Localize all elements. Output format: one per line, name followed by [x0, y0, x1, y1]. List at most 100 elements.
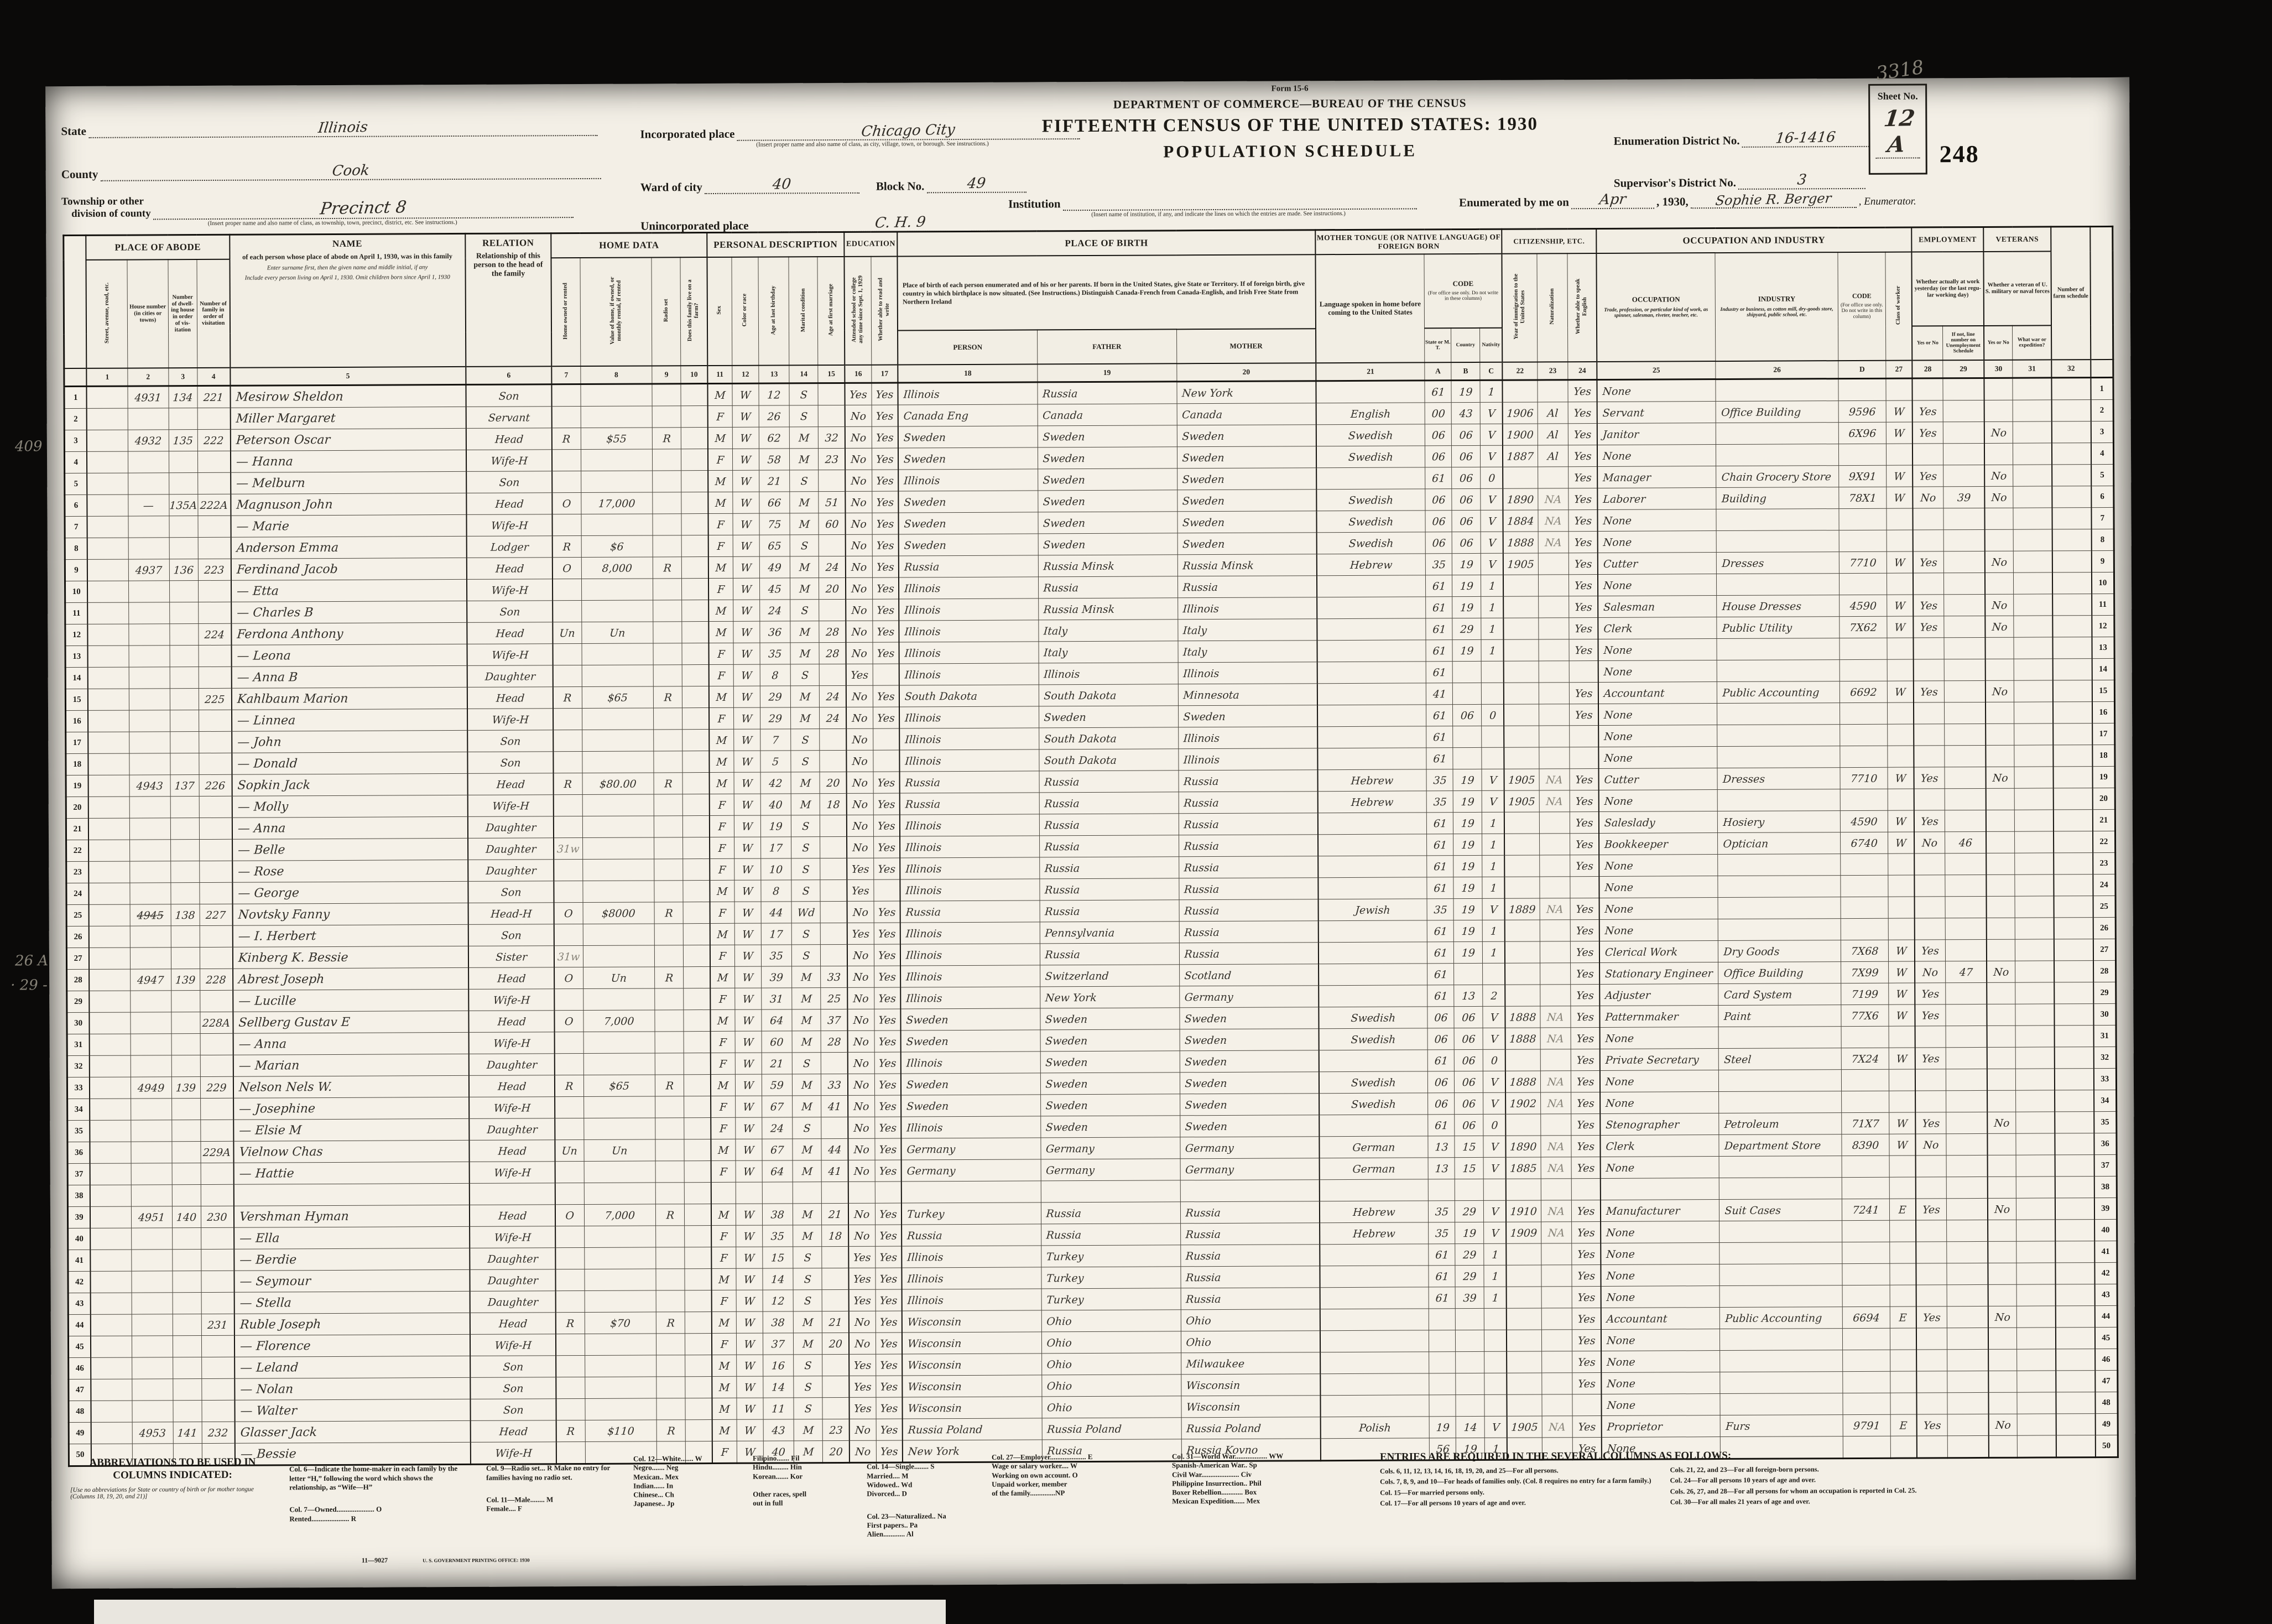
cell-code_a: 61 — [1425, 747, 1454, 769]
cell-home_value — [582, 858, 655, 881]
cell-speaks_english: Yes — [1569, 811, 1599, 834]
cell-home_value — [580, 470, 654, 493]
cell-marital: M — [792, 1138, 822, 1160]
cell-school: No — [847, 1052, 876, 1074]
cell-immigration_year: 1905 — [1503, 768, 1540, 791]
cell-sex: M — [710, 1139, 737, 1161]
cell-radio: R — [656, 1419, 686, 1441]
cell-house_number — [130, 1141, 173, 1164]
col-25-header: OCCUPATION Trade, profession, or particu… — [1596, 253, 1716, 362]
film-edge-sliver — [94, 1600, 946, 1624]
cell-code_d — [1842, 1328, 1891, 1350]
cell-unemployment_line — [1946, 1177, 1989, 1199]
cell-house_number — [128, 688, 171, 711]
cell-father_birthplace: Ohio — [1041, 1374, 1182, 1397]
cell-speaks_english: Yes — [1570, 1092, 1601, 1114]
cell-school: Yes — [846, 858, 874, 880]
cell-code_d: 7X99 — [1840, 961, 1889, 983]
abbreviations-note: [Use no abbreviations for State or count… — [70, 1486, 254, 1500]
cell-code_d: 78X1 — [1838, 487, 1887, 509]
cell-farm — [684, 1355, 713, 1377]
line-number: 45 — [2094, 1327, 2118, 1349]
cell-veteran — [1985, 745, 2015, 767]
cell-worker_class — [1885, 573, 1914, 595]
cell-color_race: W — [732, 600, 760, 622]
cell-dwelling_number — [172, 1357, 202, 1379]
cell-family_number: 229A — [200, 1141, 235, 1163]
cell-code_d — [1840, 918, 1889, 940]
line-number: 29 — [66, 991, 90, 1013]
cell-worker_class — [1885, 444, 1914, 466]
cell-immigration_year: 1906 — [1502, 402, 1539, 424]
line-number: 42 — [67, 1271, 91, 1293]
cell-father_birthplace: Russia — [1038, 813, 1180, 836]
cell-birthplace: Illinois — [899, 749, 1040, 772]
cell-family_number — [200, 1163, 235, 1185]
cell-mother_birthplace: Russia — [1178, 899, 1320, 922]
line-number-column-right — [2089, 226, 2113, 360]
cell-age: 35 — [759, 642, 791, 665]
cell-code_b — [1455, 1351, 1486, 1373]
cell-industry: Suit Cases — [1718, 1199, 1843, 1221]
cell-immigration_year: 1890 — [1505, 1135, 1542, 1158]
cell-age_married: 60 — [818, 513, 846, 535]
cell-naturalization: NA — [1540, 1135, 1572, 1157]
col-number: 12 — [732, 365, 759, 384]
cell-worked_yesterday — [1914, 1069, 1947, 1091]
cell-home_value — [581, 837, 655, 860]
cell-age_married: 24 — [819, 685, 847, 707]
cell-school: No — [845, 534, 873, 556]
population-schedule-table: PLACE OF ABODE NAME of each person whose… — [62, 225, 2119, 1467]
cell-industry: Steel — [1718, 1048, 1842, 1070]
cell-code_a: 61 — [1427, 1287, 1456, 1309]
cell-radio — [653, 794, 684, 816]
line-number: 9 — [65, 559, 88, 581]
cell-code_c: V — [1483, 1416, 1508, 1438]
cell-speaks_english: Yes — [1570, 984, 1601, 1006]
footer-col12a: Col. 12—White....... W Negro....... Neg … — [633, 1454, 702, 1508]
cell-sex: M — [707, 600, 734, 622]
cell-worker_class — [1889, 1263, 1917, 1285]
cell-dwelling_number — [168, 408, 199, 430]
cell-industry — [1717, 789, 1841, 811]
cell-school: No — [847, 1095, 876, 1117]
cell-father_birthplace: Ohio — [1040, 1309, 1182, 1332]
cell-marital: M — [790, 707, 821, 729]
cell-read_write — [872, 749, 901, 772]
cell-relation: Daughter — [466, 665, 554, 688]
cell-naturalization — [1539, 984, 1572, 1006]
cell-home_value: $80.00 — [581, 772, 655, 795]
cell-birthplace: Illinois — [901, 1288, 1043, 1311]
cell-age_married — [819, 664, 847, 686]
cell-birthplace: Illinois — [900, 965, 1041, 988]
cell-code_b: 13 — [1453, 985, 1484, 1007]
cell-mother_birthplace: Ohio — [1180, 1309, 1321, 1331]
cell-worker_class: W — [1888, 1112, 1916, 1134]
cell-veteran — [1984, 508, 2014, 530]
cell-naturalization — [1538, 811, 1571, 834]
cell-color_race: W — [734, 1204, 763, 1226]
cell-worked_yesterday: Yes — [1912, 551, 1945, 574]
cell-unemployment_line — [1946, 1220, 1989, 1242]
cell-code_b — [1455, 1330, 1485, 1352]
cell-house_number — [131, 1357, 174, 1380]
col-number: 4 — [197, 367, 231, 386]
cell-veteran — [1984, 659, 2015, 681]
cell-farm_schedule — [2054, 1176, 2095, 1198]
cell-school: Yes — [848, 1246, 876, 1268]
cell-code_b: 19 — [1453, 920, 1483, 942]
cell-house_number — [129, 861, 172, 883]
cell-war — [2013, 550, 2054, 573]
cell-age_married — [819, 815, 848, 837]
cell-veteran — [1984, 723, 2015, 746]
col-3-header: Num­ber of dwell­ing house in order of v… — [168, 259, 197, 368]
cell-age: 12 — [762, 1289, 794, 1312]
cell-worked_yesterday — [1915, 1177, 1947, 1199]
cell-code_d — [1839, 638, 1888, 660]
cell-industry — [1719, 1328, 1844, 1351]
cell-read_write: Yes — [875, 1375, 903, 1398]
cell-worked_yesterday: Yes — [1916, 1414, 1948, 1436]
cell-code_c: V — [1482, 1092, 1507, 1115]
cell-color_race — [734, 1182, 763, 1204]
cell-naturalization — [1538, 725, 1571, 747]
